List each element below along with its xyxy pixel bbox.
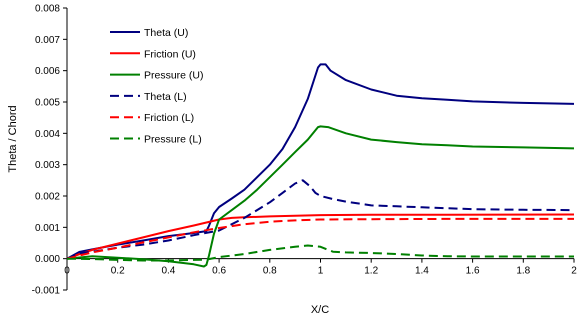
series-line-6 bbox=[66, 244, 574, 262]
x-tick-label: 1.4 bbox=[415, 266, 429, 277]
x-tick-label: 0.2 bbox=[111, 266, 125, 277]
legend-label: Theta (U) bbox=[144, 27, 188, 39]
legend-label: Pressure (U) bbox=[144, 70, 204, 82]
x-tick-label: 1.8 bbox=[516, 266, 530, 277]
legend: Theta (U) Friction (U) Pressure (U) Theta (… bbox=[110, 27, 204, 146]
series-line-1 bbox=[66, 63, 575, 260]
y-tick-label: 0.002 bbox=[35, 192, 60, 203]
y-tick-label: 0.001 bbox=[35, 223, 60, 234]
series-line-4 bbox=[66, 179, 575, 260]
legend-label: Friction (U) bbox=[144, 48, 196, 60]
x-tick-label: 1.6 bbox=[466, 266, 480, 277]
x-tick-label: 0.8 bbox=[263, 266, 277, 277]
series-line-2 bbox=[66, 213, 575, 260]
y-tick-label: 0.005 bbox=[35, 98, 60, 109]
x-tick-label: 1.2 bbox=[364, 266, 378, 277]
y-axis-title: Theta / Chord bbox=[7, 105, 19, 172]
axes-layer: -0.001 0.000 0.001 0.002 0.003 0.004 0.005 0.00… bbox=[32, 4, 578, 297]
x-tick-label: 0.4 bbox=[161, 266, 175, 277]
y-tick-label: 0.007 bbox=[35, 35, 60, 46]
y-tick-label: 0.006 bbox=[35, 66, 60, 77]
legend-label: Pressure (L) bbox=[144, 134, 202, 146]
y-tick-label: 0.003 bbox=[35, 160, 60, 171]
y-tick-label: 0.004 bbox=[35, 129, 60, 140]
x-tick-label: 0.6 bbox=[212, 266, 226, 277]
series-line-5 bbox=[66, 217, 574, 260]
y-tick-label: -0.001 bbox=[32, 286, 61, 297]
y-tick-label: 0.000 bbox=[35, 254, 60, 265]
x-tick-label: 2 bbox=[571, 266, 577, 277]
x-axis-title: X/C bbox=[311, 304, 329, 316]
legend-label: Theta (L) bbox=[144, 91, 187, 103]
y-tick-label: 0.008 bbox=[35, 4, 60, 15]
x-tick-label: 1 bbox=[318, 266, 324, 277]
x-tick-label: 0 bbox=[64, 266, 70, 277]
series-layer bbox=[66, 63, 575, 268]
legend-label: Friction (L) bbox=[144, 112, 194, 124]
series-line-3 bbox=[66, 125, 575, 268]
